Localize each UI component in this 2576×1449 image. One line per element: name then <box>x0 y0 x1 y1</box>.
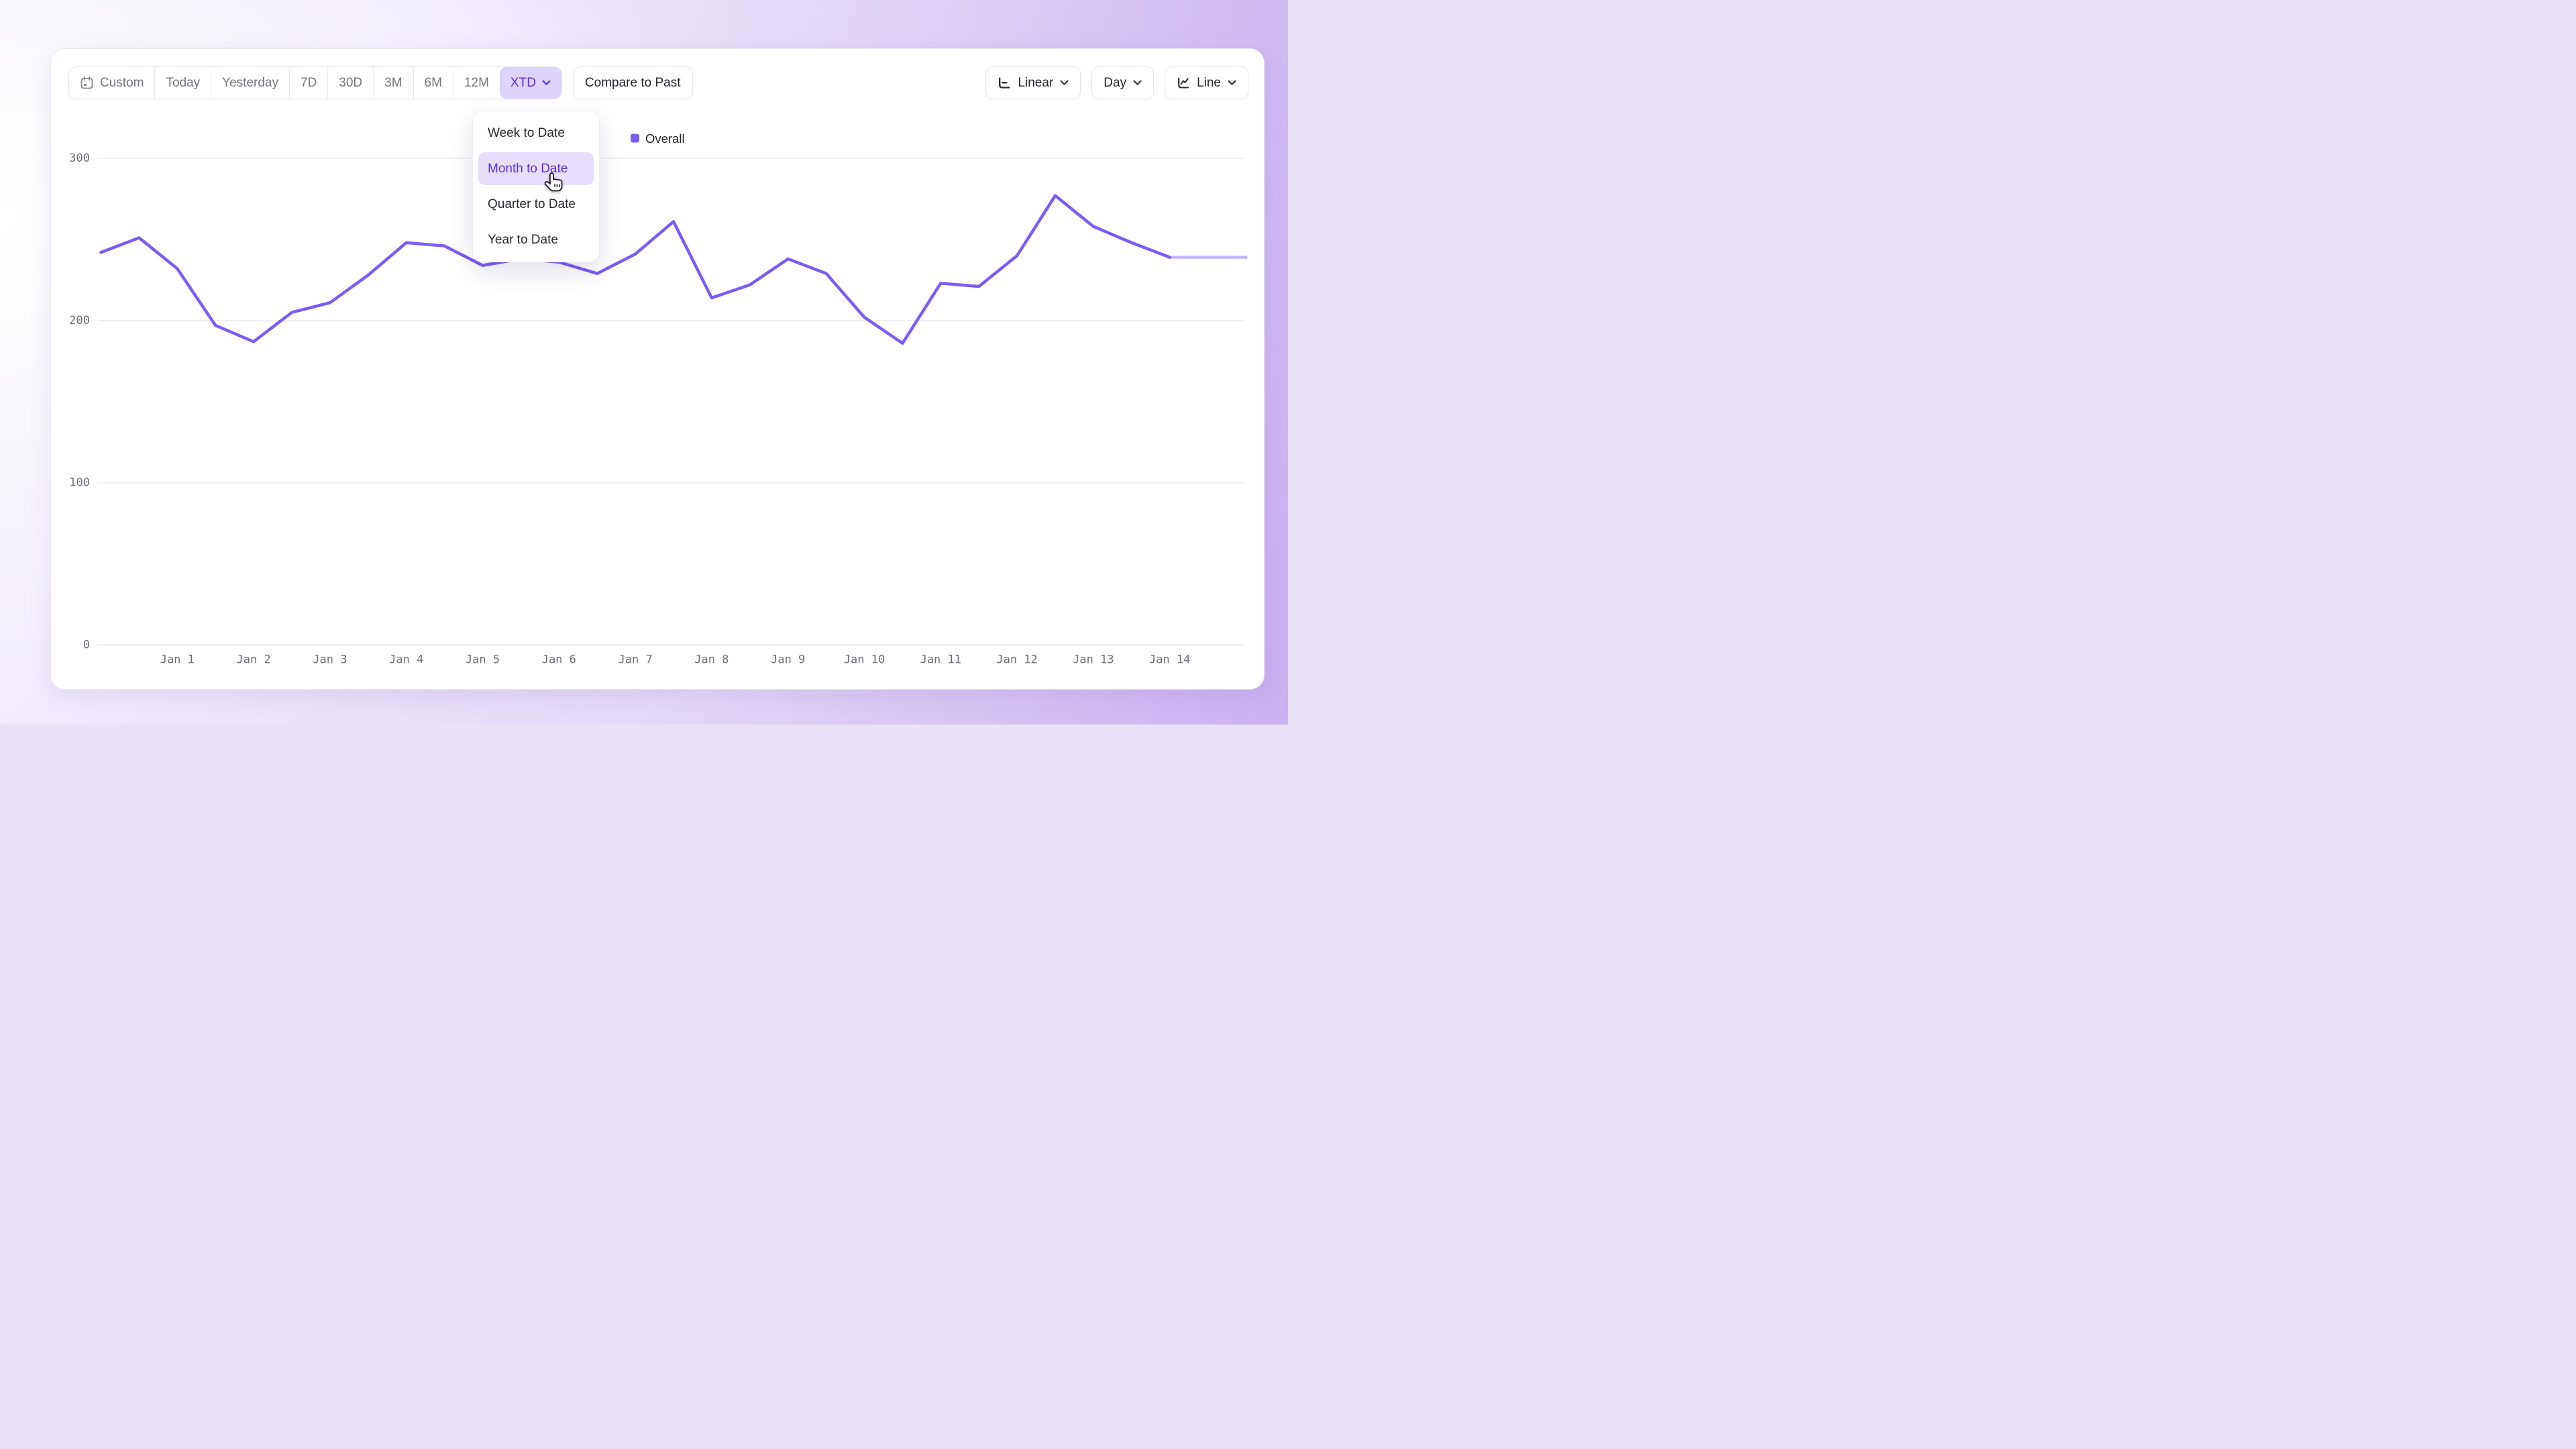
range-segment-label: 6M <box>424 75 442 90</box>
compare-to-past-label: Compare to Past <box>584 75 681 90</box>
date-range-dropdown-menu: Week to Date Month to Date Quarter to Date… <box>472 111 600 262</box>
range-segment-3m[interactable]: 3M <box>373 67 413 99</box>
x-tick-label: Jan 13 <box>1073 653 1114 667</box>
range-segment-label: Today <box>166 75 201 90</box>
chevron-down-icon <box>1133 80 1142 86</box>
menu-item-quarter-to-date[interactable]: Quarter to Date <box>478 188 594 221</box>
x-tick-label: Jan 12 <box>996 653 1037 667</box>
granularity-dropdown-label: Day <box>1104 75 1127 90</box>
y-tick-label: 200 <box>69 314 90 327</box>
chart-type-dropdown-label: Line <box>1197 75 1221 90</box>
analytics-card: 0 100 200 300 Jan 1 Jan 2 Jan 3 Jan 4 Jan 5 Jan 6… <box>50 48 1265 690</box>
range-segment-7d[interactable]: 7D <box>288 67 327 99</box>
x-tick-label: Jan 3 <box>313 653 347 667</box>
x-tick-label: Jan 5 <box>466 653 500 667</box>
axis-linear-icon <box>998 76 1011 90</box>
legend-overall[interactable]: Overall <box>631 131 685 146</box>
x-tick-label: Jan 1 <box>160 653 195 667</box>
y-tick-label: 300 <box>69 152 90 165</box>
menu-item-label: Month to Date <box>488 161 568 176</box>
range-segment-custom[interactable]: Custom <box>69 67 154 99</box>
menu-item-week-to-date[interactable]: Week to Date <box>478 117 594 150</box>
y-tick-label: 100 <box>69 476 90 490</box>
toolbar-left-group: Custom Today Yesterday 7D 30D 3M 6M 12M XTD Comp… <box>68 66 693 99</box>
range-segment-label: 3M <box>384 75 402 90</box>
range-segment-xtd[interactable]: XTD <box>499 67 561 99</box>
x-tick-label: Jan 2 <box>237 653 271 667</box>
line-chart-svg[interactable]: 0 100 200 300 Jan 1 Jan 2 Jan 3 Jan 4 Jan 5 Jan 6… <box>51 49 1264 689</box>
x-tick-label: Jan 10 <box>844 653 885 667</box>
scale-dropdown-label: Linear <box>1018 75 1054 90</box>
legend-label: Overall <box>645 131 685 146</box>
range-segment-yesterday[interactable]: Yesterday <box>211 67 289 99</box>
x-tick-label: Jan 9 <box>771 653 805 667</box>
cursor-pointer-icon <box>543 172 565 199</box>
range-segment-label: 30D <box>339 75 363 90</box>
range-segment-label: Custom <box>100 75 144 90</box>
chevron-down-icon <box>542 80 551 86</box>
chart-type-dropdown[interactable]: Line <box>1165 66 1248 99</box>
x-tick-label: Jan 6 <box>542 653 576 667</box>
menu-item-label: Year to Date <box>488 232 558 247</box>
series-line-overall <box>99 194 1171 345</box>
menu-item-label: Week to Date <box>488 125 565 140</box>
range-segment-label: 12M <box>464 75 489 90</box>
chevron-down-icon <box>1060 80 1069 86</box>
range-segment-label: XTD <box>510 75 536 90</box>
calendar-icon <box>80 76 94 90</box>
page-background: 0 100 200 300 Jan 1 Jan 2 Jan 3 Jan 4 Jan 5 Jan 6… <box>0 0 1288 724</box>
line-chart-icon <box>1177 76 1190 90</box>
toolbar-right-group: Linear Day Line <box>985 66 1248 99</box>
compare-to-past-button[interactable]: Compare to Past <box>572 66 693 99</box>
range-segment-30d[interactable]: 30D <box>327 67 373 99</box>
menu-item-month-to-date[interactable]: Month to Date <box>478 152 594 185</box>
x-tick-label: Jan 8 <box>694 653 729 667</box>
menu-item-year-to-date[interactable]: Year to Date <box>478 223 594 256</box>
scale-dropdown[interactable]: Linear <box>985 66 1081 99</box>
range-segment-6m[interactable]: 6M <box>413 67 453 99</box>
menu-item-label: Quarter to Date <box>488 197 576 211</box>
range-segment-today[interactable]: Today <box>154 67 211 99</box>
range-segment-label: 7D <box>300 75 317 90</box>
range-segment-label: Yesterday <box>222 75 278 90</box>
x-tick-label: Jan 4 <box>389 653 423 667</box>
y-tick-label: 0 <box>83 639 90 652</box>
range-segment-12m[interactable]: 12M <box>452 67 500 99</box>
chevron-down-icon <box>1228 80 1236 86</box>
granularity-dropdown[interactable]: Day <box>1091 66 1155 99</box>
x-tick-label: Jan 7 <box>619 653 653 667</box>
toolbar: Custom Today Yesterday 7D 30D 3M 6M 12M XTD Comp… <box>68 66 1248 99</box>
x-tick-label: Jan 14 <box>1149 653 1190 667</box>
legend-swatch <box>631 133 639 143</box>
x-tick-label: Jan 11 <box>920 653 961 667</box>
range-segmented-control: Custom Today Yesterday 7D 30D 3M 6M 12M XTD <box>68 66 562 99</box>
